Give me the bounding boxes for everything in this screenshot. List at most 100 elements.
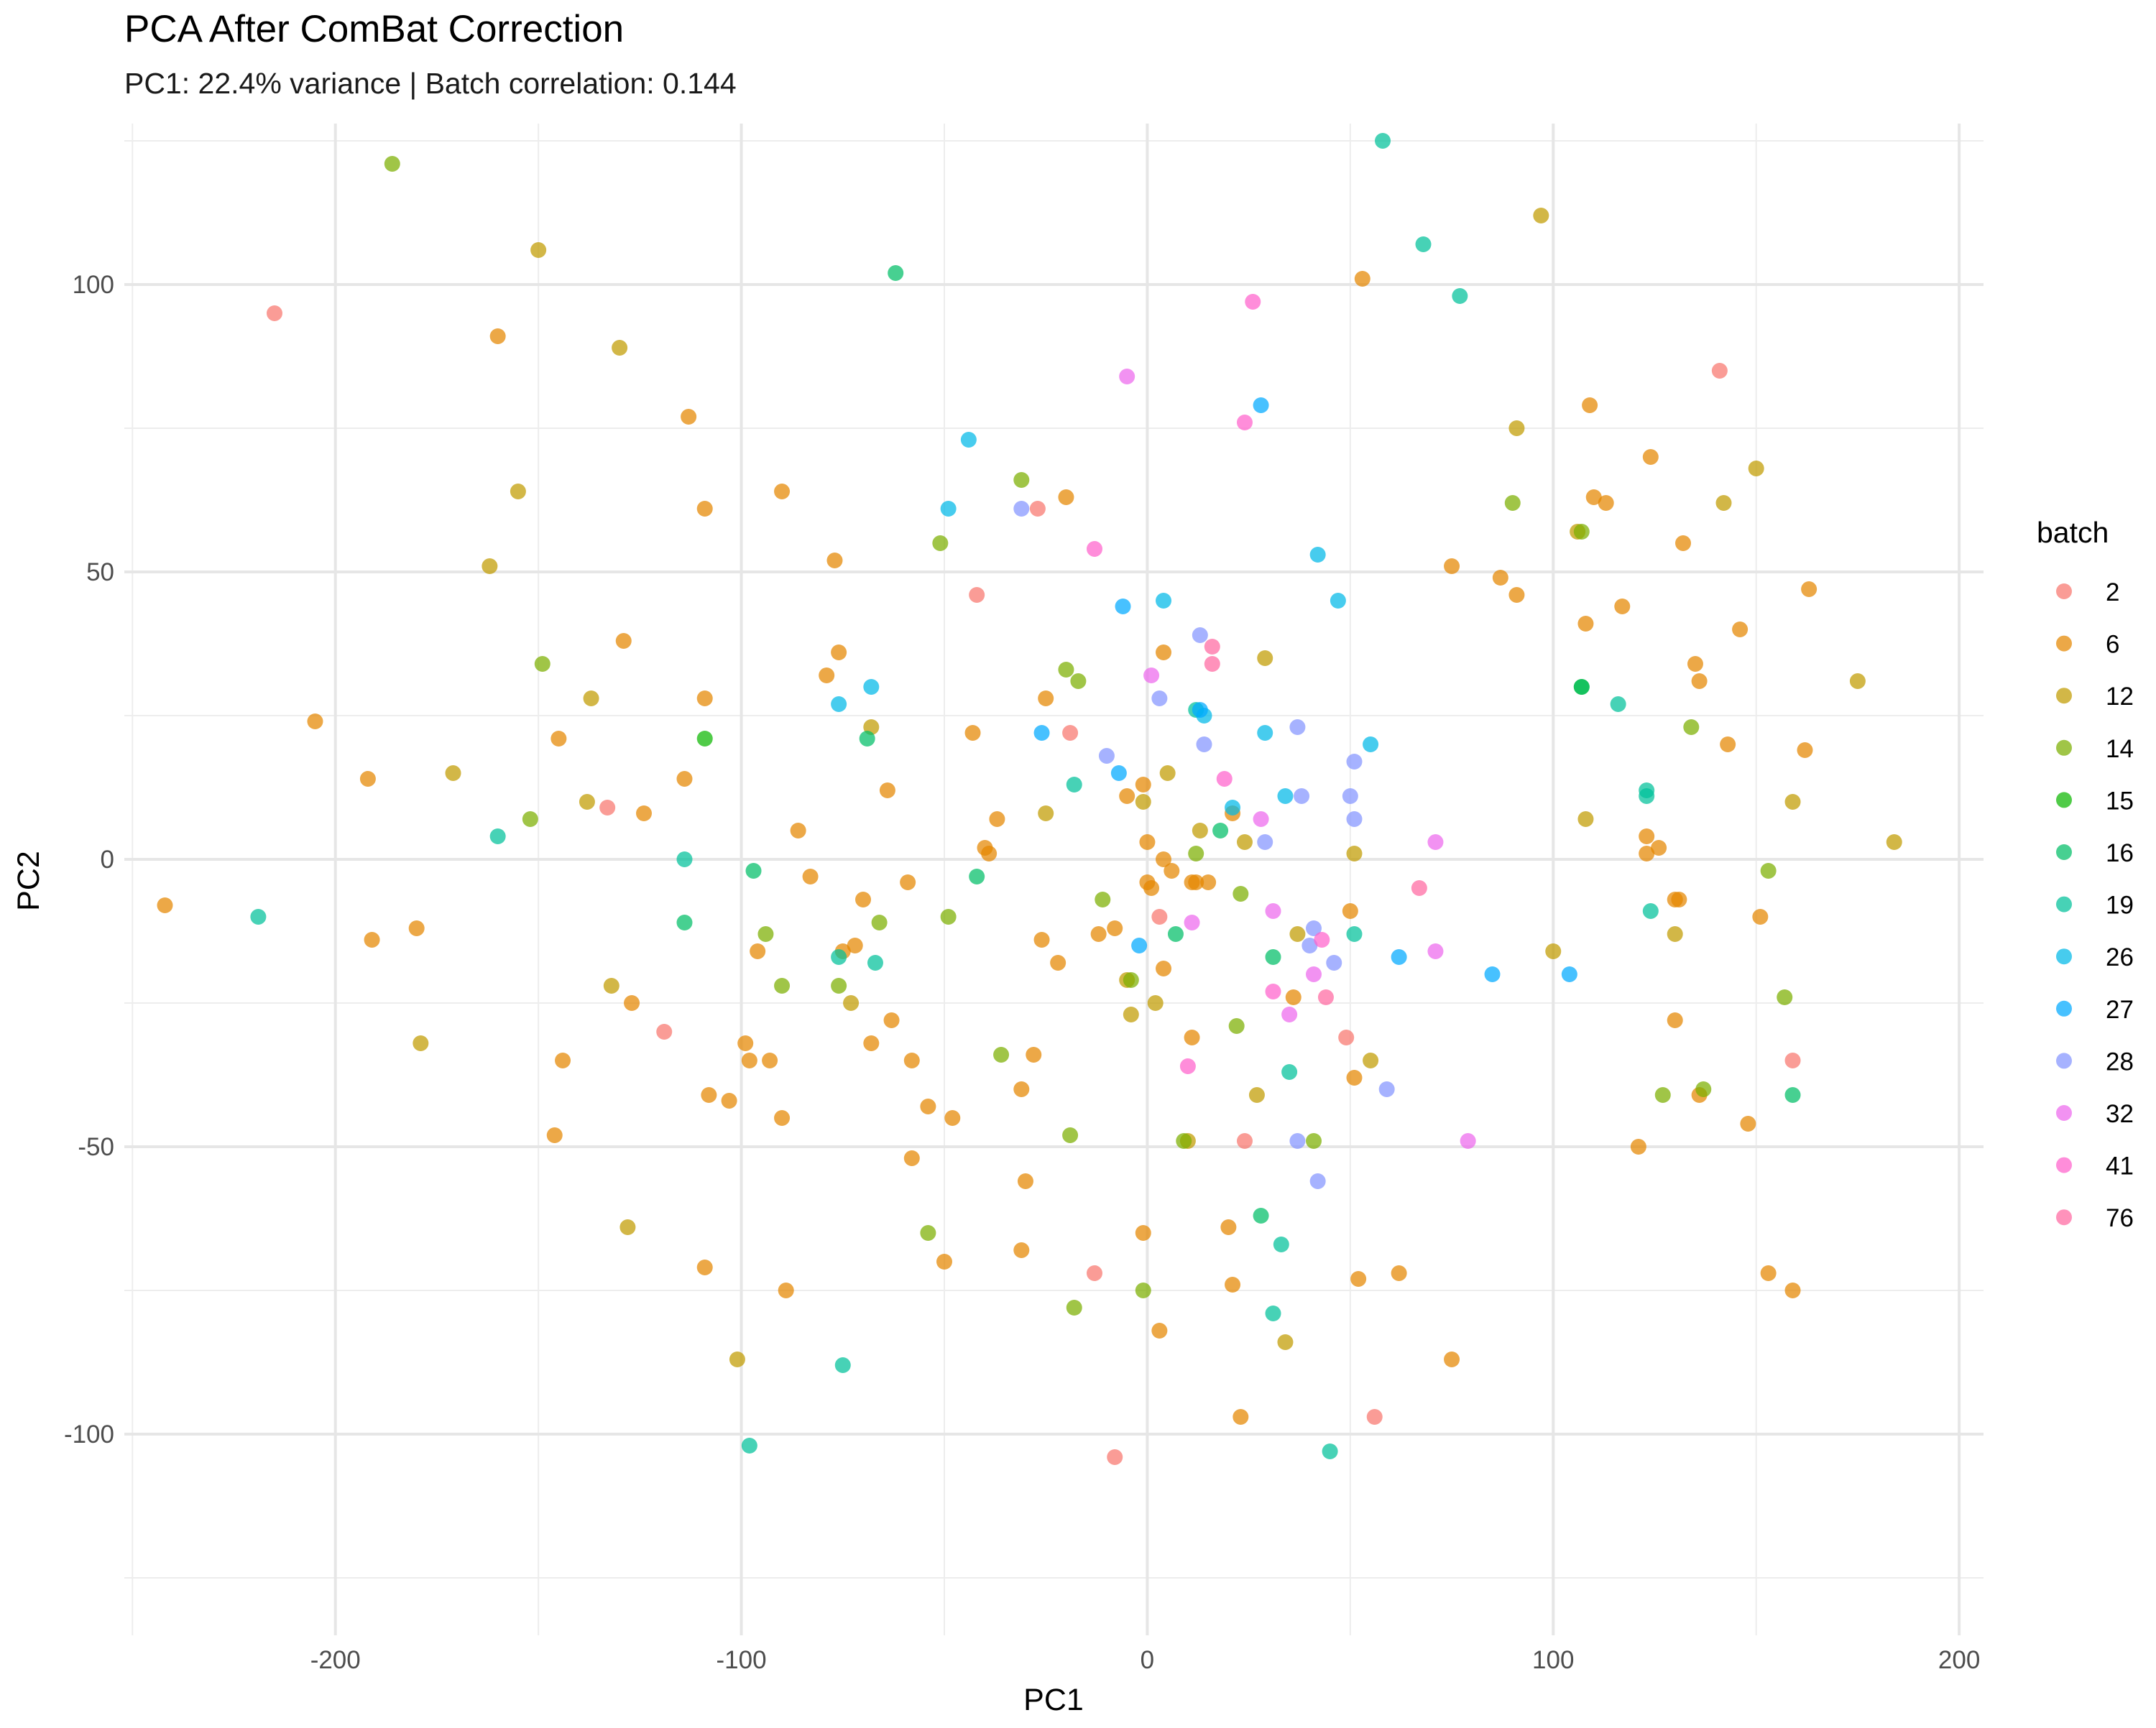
data-point-batch-28 bbox=[1013, 501, 1030, 517]
data-point-batch-28 bbox=[1257, 834, 1273, 850]
legend-label-6: 6 bbox=[2106, 631, 2119, 659]
data-point-batch-2 bbox=[1236, 1133, 1253, 1149]
data-point-batch-76 bbox=[1204, 656, 1220, 672]
y-tick-label: -50 bbox=[78, 1133, 114, 1161]
data-point-batch-2 bbox=[266, 305, 282, 321]
data-point-batch-12 bbox=[729, 1352, 745, 1367]
data-point-batch-6 bbox=[696, 501, 713, 517]
data-point-batch-26 bbox=[1277, 788, 1294, 804]
data-point-batch-26 bbox=[940, 501, 957, 517]
data-point-batch-6 bbox=[1038, 690, 1054, 706]
data-point-batch-12 bbox=[619, 1219, 636, 1235]
data-point-batch-41 bbox=[1236, 415, 1253, 430]
data-point-batch-26 bbox=[1330, 593, 1346, 609]
x-tick-label: 100 bbox=[1532, 1646, 1574, 1674]
data-point-batch-6 bbox=[676, 771, 693, 787]
data-point-batch-12 bbox=[1748, 461, 1764, 476]
data-point-batch-14 bbox=[1095, 892, 1111, 907]
data-point-batch-6 bbox=[624, 995, 640, 1011]
data-point-batch-6 bbox=[1760, 1265, 1777, 1281]
legend-label-15: 15 bbox=[2106, 787, 2134, 815]
x-axis-label: PC1 bbox=[1023, 1683, 1084, 1717]
data-point-batch-14 bbox=[932, 535, 949, 551]
data-point-batch-12 bbox=[579, 794, 595, 810]
data-point-batch-6 bbox=[615, 633, 632, 649]
legend-key-19 bbox=[2056, 896, 2072, 912]
legend-key-16 bbox=[2056, 844, 2072, 860]
data-point-batch-6 bbox=[555, 1053, 571, 1068]
data-point-batch-14 bbox=[1777, 989, 1793, 1005]
data-point-batch-6 bbox=[1233, 1409, 1249, 1425]
data-point-batch-14 bbox=[1135, 1283, 1151, 1298]
data-point-batch-6 bbox=[1156, 644, 1172, 660]
data-point-batch-6 bbox=[1107, 920, 1123, 936]
data-point-batch-19 bbox=[834, 1357, 851, 1373]
data-point-batch-6 bbox=[903, 1053, 920, 1068]
data-point-batch-19 bbox=[489, 828, 506, 844]
data-point-batch-41 bbox=[1216, 771, 1233, 787]
data-point-batch-32 bbox=[1143, 667, 1160, 683]
data-point-batch-6 bbox=[1033, 932, 1050, 948]
data-point-batch-14 bbox=[1695, 1081, 1712, 1097]
data-point-batch-28 bbox=[1326, 955, 1342, 971]
data-point-batch-41 bbox=[1265, 984, 1281, 999]
data-point-batch-6 bbox=[1350, 1271, 1367, 1287]
data-point-batch-14 bbox=[1176, 1133, 1192, 1149]
y-tick-label: 100 bbox=[73, 271, 114, 299]
data-point-batch-12 bbox=[583, 690, 599, 706]
data-point-batch-6 bbox=[1651, 840, 1667, 856]
data-point-batch-26 bbox=[1363, 736, 1379, 752]
data-point-batch-6 bbox=[1391, 1265, 1407, 1281]
data-point-batch-14 bbox=[384, 156, 400, 172]
data-point-batch-26 bbox=[960, 432, 977, 448]
legend-key-15 bbox=[2056, 792, 2072, 808]
data-point-batch-6 bbox=[1444, 1352, 1460, 1367]
data-point-batch-6 bbox=[1492, 570, 1508, 586]
data-point-batch-6 bbox=[1026, 1047, 1042, 1063]
data-point-batch-6 bbox=[550, 731, 567, 747]
data-point-batch-76 bbox=[1411, 880, 1427, 896]
data-point-batch-6 bbox=[1017, 1173, 1033, 1189]
data-point-batch-27 bbox=[1253, 397, 1269, 413]
data-point-batch-12 bbox=[1159, 765, 1176, 781]
data-point-batch-19 bbox=[1322, 1443, 1338, 1459]
data-point-batch-12 bbox=[603, 978, 619, 994]
chart-subtitle: PC1: 22.4% variance | Batch correlation:… bbox=[124, 67, 737, 100]
data-point-batch-6 bbox=[1444, 558, 1460, 574]
data-point-batch-32 bbox=[1460, 1133, 1476, 1149]
data-point-batch-6 bbox=[1058, 489, 1074, 505]
legend-label-26: 26 bbox=[2106, 943, 2134, 971]
data-point-batch-14 bbox=[1066, 1300, 1082, 1316]
data-point-batch-6 bbox=[964, 725, 981, 741]
data-point-batch-6 bbox=[721, 1093, 737, 1109]
data-point-batch-6 bbox=[1740, 1116, 1756, 1132]
data-point-batch-6 bbox=[1642, 449, 1659, 465]
data-point-batch-6 bbox=[1675, 535, 1692, 551]
data-point-batch-12 bbox=[1123, 1007, 1139, 1022]
data-point-batch-6 bbox=[681, 409, 697, 425]
data-point-batch-6 bbox=[1598, 495, 1614, 511]
data-point-batch-6 bbox=[696, 690, 713, 706]
data-point-batch-6 bbox=[762, 1053, 778, 1068]
data-point-batch-19 bbox=[1639, 782, 1655, 798]
data-point-batch-76 bbox=[1317, 989, 1334, 1005]
data-point-batch-6 bbox=[1156, 961, 1172, 976]
data-point-batch-15 bbox=[696, 731, 713, 747]
data-point-batch-6 bbox=[1135, 777, 1151, 793]
data-point-batch-14 bbox=[1306, 1133, 1322, 1149]
data-point-batch-6 bbox=[1582, 397, 1598, 413]
data-point-batch-26 bbox=[1309, 547, 1326, 563]
data-point-batch-32 bbox=[1281, 1007, 1298, 1022]
data-point-batch-19 bbox=[1642, 903, 1659, 919]
data-point-batch-16 bbox=[1212, 823, 1229, 838]
data-point-batch-6 bbox=[1630, 1139, 1646, 1155]
data-point-batch-28 bbox=[1294, 788, 1310, 804]
data-point-batch-14 bbox=[1013, 472, 1030, 488]
data-point-batch-14 bbox=[1228, 1018, 1245, 1034]
data-point-batch-6 bbox=[879, 782, 895, 798]
data-point-batch-14 bbox=[871, 915, 888, 930]
data-point-batch-6 bbox=[157, 897, 173, 913]
data-point-batch-6 bbox=[750, 943, 766, 959]
data-point-batch-19 bbox=[867, 955, 883, 971]
